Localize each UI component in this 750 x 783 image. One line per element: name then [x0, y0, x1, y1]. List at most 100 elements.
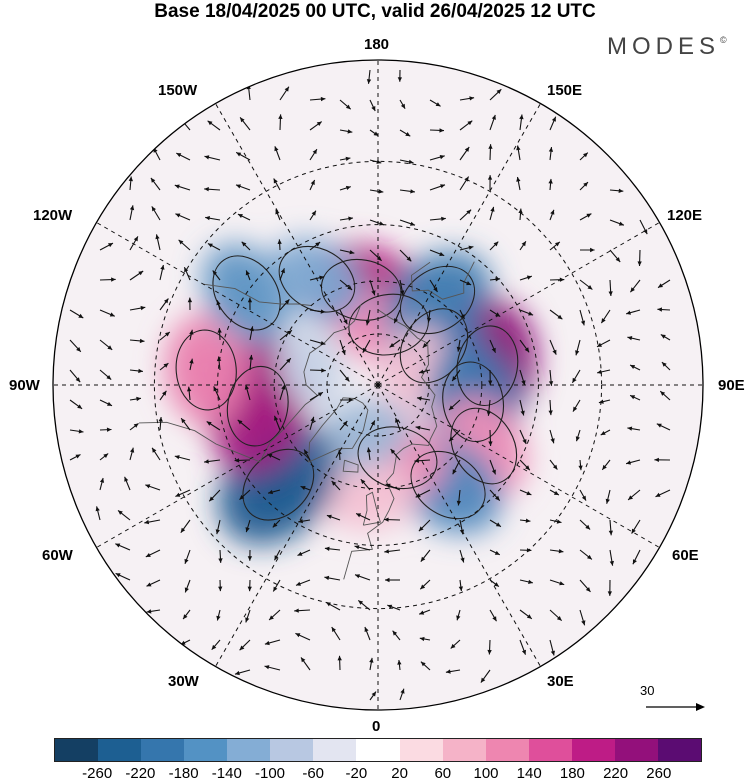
wind-vector-head	[605, 498, 610, 504]
wind-vector-head	[245, 617, 250, 623]
wind-vector-head	[376, 159, 382, 164]
meridian-120	[377, 222, 660, 386]
wind-vector-head	[209, 496, 214, 502]
wind-vector-head	[183, 614, 188, 620]
wind-vector-head	[572, 377, 577, 383]
wind-vector-head	[495, 312, 501, 317]
wind-vector-head	[315, 242, 321, 247]
wind-vector-head	[118, 510, 123, 515]
colorbar-tick-1: -220	[125, 765, 156, 782]
wind-vector-head	[464, 176, 469, 182]
wind-vector-head	[326, 602, 331, 607]
meridian-210	[215, 103, 379, 386]
wind-vector-head	[371, 691, 376, 697]
wind-vector-head	[435, 102, 441, 107]
wind-vector-head	[316, 121, 322, 126]
wind-vector-head	[548, 410, 553, 416]
wind-vector-head	[627, 336, 633, 341]
wind-vector-head	[281, 384, 286, 390]
wind-vector-head	[394, 318, 399, 324]
contour-14	[226, 365, 289, 447]
lon-label-150e: 150E	[547, 82, 583, 99]
colorbar-swatch-9	[442, 739, 486, 761]
wind-vector-head	[138, 271, 144, 276]
colorbar-swatch-5	[270, 739, 314, 761]
wind-vector-head	[349, 250, 355, 255]
lon-label-30e: 30E	[547, 673, 574, 690]
wind-vector-head	[358, 600, 364, 605]
wind-vector-head	[139, 338, 145, 344]
wind-vector-head	[295, 633, 301, 638]
wind-vector-head	[441, 216, 446, 221]
contour-10	[357, 426, 438, 490]
wind-vector-head	[247, 556, 253, 561]
wind-vector-head	[556, 519, 562, 524]
wind-vector-head	[466, 209, 472, 215]
wind-vector-head	[236, 184, 241, 189]
wind-vector-head	[347, 285, 353, 290]
wind-vector-head	[488, 441, 493, 446]
wind-vector-head	[450, 643, 456, 649]
wind-vector-head	[488, 380, 493, 386]
wind-vector-head	[207, 120, 213, 126]
wind-vector-head	[245, 527, 250, 533]
wind-vector-head	[371, 106, 376, 111]
wind-vector-head	[77, 404, 83, 409]
wind-vector-head	[378, 189, 384, 194]
wind-vector-head	[345, 156, 351, 161]
colorbar-swatch-0	[55, 739, 99, 761]
latitude-circle-0	[153, 160, 603, 610]
wind-vector-head	[163, 363, 169, 368]
wind-vector-head	[239, 494, 245, 500]
wind-vector-head	[575, 350, 580, 356]
coastline-5	[203, 283, 312, 306]
wind-vector-head	[189, 329, 194, 335]
wind-vector-head	[418, 526, 424, 532]
wind-vector-head	[78, 429, 84, 434]
polar-map	[52, 59, 704, 711]
wind-vector-head	[366, 447, 372, 453]
wind-vector-head	[267, 454, 273, 458]
wind-vector-head	[400, 103, 406, 109]
wind-vector-head	[354, 545, 360, 550]
wind-vector-head	[405, 132, 411, 137]
wind-vector-head	[373, 131, 379, 136]
wind-vector-head	[240, 117, 245, 123]
wind-vector-head	[516, 177, 521, 182]
wind-vector-head	[326, 514, 332, 519]
wind-vector-head	[397, 660, 402, 665]
wind-vector-head	[528, 311, 534, 316]
colorbar-ticks: -260 -220 -180 -140 -100 -60 -20 20 60 100 140 180 2…	[0, 765, 750, 783]
wind-vector-head	[331, 481, 337, 486]
wind-vector-head	[175, 213, 181, 218]
wind-vector-head	[145, 553, 151, 557]
wind-vector-head	[464, 147, 470, 152]
colorbar-swatch-4	[227, 739, 271, 761]
contour-1	[348, 293, 429, 356]
wind-vector-head	[586, 213, 592, 218]
meridian-30	[377, 384, 541, 667]
wind-vector-head	[528, 579, 533, 584]
wind-vector-head	[133, 236, 138, 242]
wind-vector-head	[590, 247, 595, 253]
contour-16	[212, 255, 281, 331]
wind-vector-head	[269, 615, 274, 620]
wind-vector-head	[452, 469, 457, 475]
wind-vector-head	[608, 530, 613, 536]
wind-vector-head	[521, 380, 526, 386]
wind-vector-head	[598, 399, 604, 404]
contour-5	[399, 308, 469, 384]
wind-vector-head	[144, 519, 150, 525]
lon-label-180: 180	[364, 36, 390, 53]
wind-vector-head	[304, 449, 309, 455]
wind-vector-head	[187, 297, 193, 303]
modes-logo: MODES©	[607, 33, 727, 60]
wind-vector-head	[343, 319, 348, 325]
wind-vector-head	[146, 582, 152, 587]
wind-vector-head	[492, 616, 497, 622]
wind-vector-head	[244, 384, 249, 390]
wind-vector-head	[204, 459, 209, 464]
contour-7	[442, 361, 505, 443]
colorbar	[54, 738, 702, 762]
wind-vector-head	[356, 513, 362, 518]
